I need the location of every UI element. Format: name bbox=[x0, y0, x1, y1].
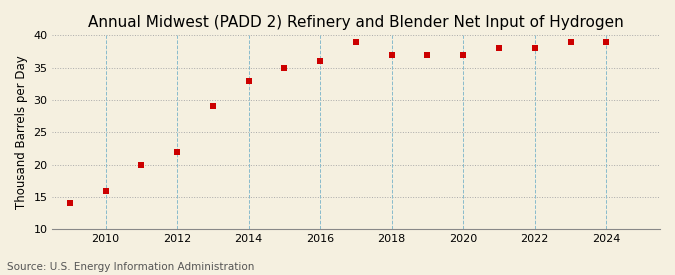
Point bbox=[171, 150, 182, 154]
Point bbox=[601, 40, 612, 44]
Point bbox=[458, 53, 468, 57]
Point bbox=[136, 163, 146, 167]
Point bbox=[493, 46, 504, 51]
Point bbox=[64, 201, 75, 206]
Point bbox=[100, 188, 111, 193]
Point bbox=[350, 40, 361, 44]
Y-axis label: Thousand Barrels per Day: Thousand Barrels per Day bbox=[15, 56, 28, 209]
Point bbox=[565, 40, 576, 44]
Point bbox=[386, 53, 397, 57]
Point bbox=[207, 104, 218, 109]
Title: Annual Midwest (PADD 2) Refinery and Blender Net Input of Hydrogen: Annual Midwest (PADD 2) Refinery and Ble… bbox=[88, 15, 624, 30]
Point bbox=[422, 53, 433, 57]
Text: Source: U.S. Energy Information Administration: Source: U.S. Energy Information Administ… bbox=[7, 262, 254, 272]
Point bbox=[279, 65, 290, 70]
Point bbox=[243, 78, 254, 83]
Point bbox=[529, 46, 540, 51]
Point bbox=[315, 59, 325, 64]
